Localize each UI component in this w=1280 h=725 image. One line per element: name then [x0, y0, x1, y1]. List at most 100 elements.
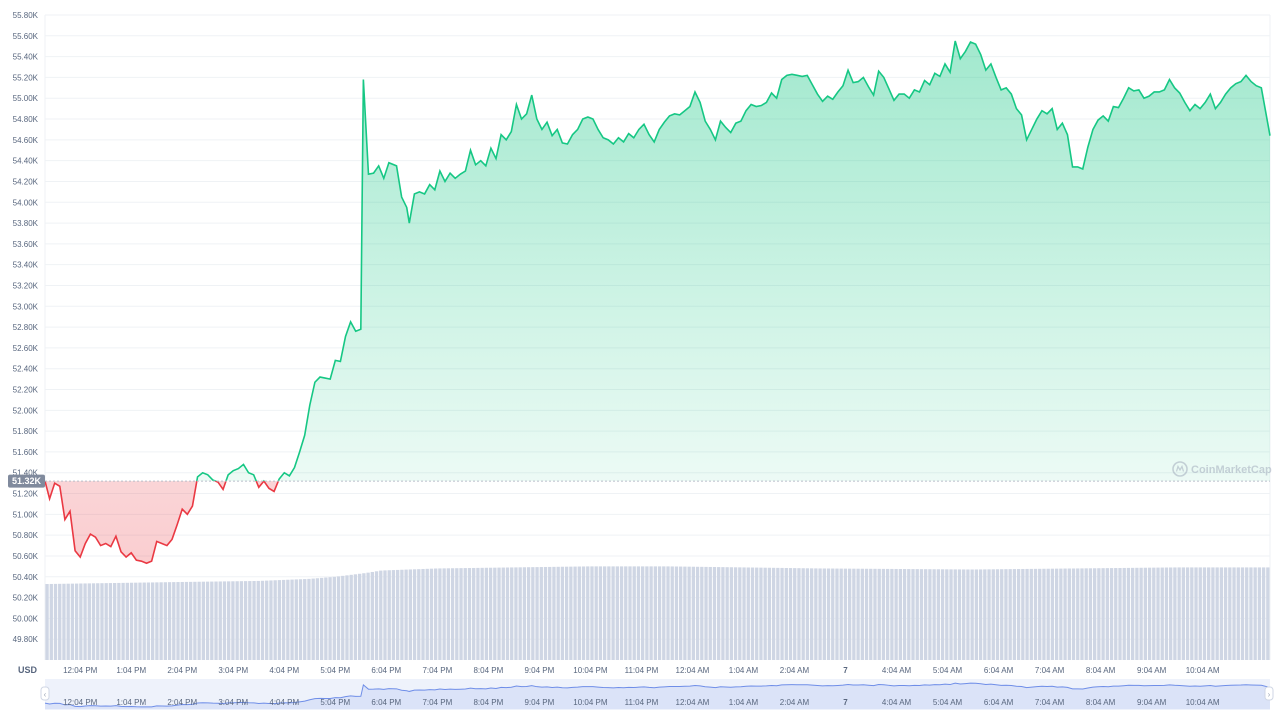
volume-bar: [493, 567, 497, 660]
y-tick-label: 52.20K: [13, 386, 39, 395]
chevron-left-icon: ‹: [44, 690, 47, 699]
x-tick-label: 10:04 PM: [573, 666, 608, 675]
volume-bar: [1131, 567, 1135, 660]
volume-bar: [843, 568, 848, 660]
volume-bar: [91, 583, 96, 660]
volume-bar: [598, 566, 603, 660]
volume-bar: [252, 580, 256, 660]
volume-bar: [1135, 567, 1139, 660]
volume-bar: [1245, 567, 1249, 660]
volume-bar: [645, 566, 649, 660]
volume-bar: [1223, 567, 1228, 660]
volume-bar: [315, 578, 320, 660]
volume-bar: [497, 567, 501, 660]
volume-bar: [1050, 568, 1055, 660]
volume-bar: [809, 568, 814, 660]
volume-bar: [890, 568, 894, 660]
volume-bar: [860, 568, 864, 660]
volume-bar: [543, 566, 548, 660]
volume-bar: [1181, 567, 1186, 660]
volume-bar: [417, 569, 421, 660]
y-tick-label: 53.60K: [13, 240, 39, 249]
volume-bar: [412, 569, 417, 660]
volume-bar: [108, 583, 113, 660]
volume-bar: [83, 583, 87, 660]
volume-bar: [818, 568, 822, 660]
volume-bar: [379, 570, 383, 660]
y-tick-label: 51.80K: [13, 427, 39, 436]
volume-bar: [442, 568, 446, 660]
volume-bar: [1139, 567, 1143, 660]
volume-bar: [480, 567, 484, 660]
volume-bar: [210, 581, 214, 660]
volume-bar: [539, 567, 543, 660]
navigator-handle-left[interactable]: ‹: [40, 686, 50, 701]
chevron-right-icon: ›: [1268, 690, 1271, 699]
volume-bar: [797, 568, 801, 660]
x-tick-label: 1:04 AM: [729, 666, 759, 675]
volume-bar: [281, 579, 286, 660]
volume-bar: [518, 567, 522, 660]
volume-bar: [222, 581, 227, 660]
volume-bar: [400, 569, 404, 660]
volume-bar: [159, 582, 163, 660]
volume-bar: [1088, 568, 1093, 660]
volume-bar: [725, 567, 729, 660]
y-tick-label: 54.00K: [13, 198, 39, 207]
navigator-tick-label: 6:04 PM: [371, 698, 401, 707]
volume-bar: [594, 566, 598, 660]
x-tick-label: 6:04 PM: [371, 666, 401, 675]
volume-bar: [463, 568, 467, 660]
x-axis: 12:04 PM 1:04 PM 2:04 PM 3:04 PM 4:04 PM 5:04…: [63, 666, 1220, 675]
volume-bar: [193, 581, 197, 660]
volume-bar: [303, 579, 307, 660]
volume-bar: [1266, 567, 1270, 660]
volume-bar: [324, 577, 328, 660]
navigator-tick-label: 5:04 PM: [320, 698, 350, 707]
navigator-handle-right[interactable]: ›: [1264, 686, 1274, 701]
volume-bar: [983, 569, 987, 660]
volume-bar: [717, 567, 721, 660]
volume-bar: [129, 582, 134, 660]
navigator-tick-label: 11:04 PM: [625, 698, 659, 707]
volume-bar: [763, 567, 767, 660]
y-tick-label: 55.80K: [13, 11, 39, 20]
coinmarketcap-logo-icon: [1172, 461, 1188, 477]
volume-bar: [163, 582, 167, 660]
volume-bar: [510, 567, 514, 660]
volume-bar: [96, 583, 100, 660]
volume-bar: [1038, 568, 1042, 660]
volume-bar: [184, 581, 189, 660]
volume-bar: [294, 579, 298, 660]
y-tick-label: 54.60K: [13, 136, 39, 145]
volume-bar: [729, 567, 734, 660]
volume-bar: [1042, 568, 1046, 660]
volume-bar: [404, 569, 408, 660]
watermark: CoinMarketCap: [1172, 461, 1272, 477]
x-tick-label: 5:04 PM: [320, 666, 350, 675]
volume-bar: [1016, 569, 1021, 660]
navigator-tick-label: 8:04 AM: [1086, 698, 1116, 707]
volume-bar: [928, 569, 932, 660]
volume-bar: [755, 567, 759, 660]
volume-bar: [839, 568, 843, 660]
volume-bar: [151, 582, 155, 660]
volume-bar: [1063, 568, 1067, 660]
volume-bar: [138, 582, 142, 660]
volume-bar: [273, 580, 277, 660]
volume-bar: [311, 578, 315, 660]
y-tick-label: 51.20K: [13, 490, 39, 499]
y-tick-label: 55.60K: [13, 32, 39, 41]
y-tick-label: 55.00K: [13, 94, 39, 103]
volume-bar: [70, 583, 75, 660]
y-tick-label: 53.20K: [13, 281, 39, 290]
volume-bar: [1257, 567, 1262, 660]
volume-bar: [577, 566, 581, 660]
volume-bar: [366, 572, 370, 660]
volume-bar: [256, 580, 260, 660]
volume-bar: [784, 567, 788, 660]
volume-bar: [535, 567, 539, 660]
range-navigator[interactable]: 12:04 PM 1:04 PM 2:04 PM 3:04 PM 4:04 PM 5:04…: [40, 679, 1274, 710]
volume-bar: [1169, 567, 1173, 660]
